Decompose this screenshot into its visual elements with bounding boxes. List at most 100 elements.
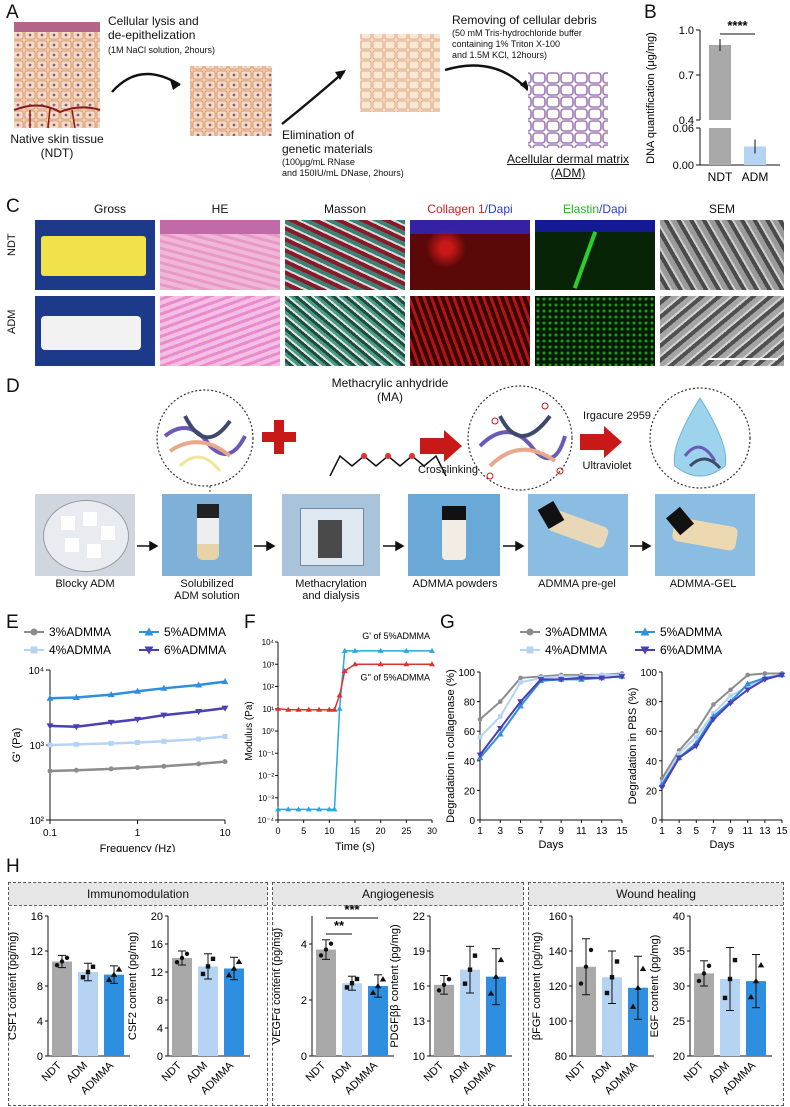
bar — [602, 977, 622, 1056]
data-point — [160, 684, 168, 691]
x-tick-label: 5 — [301, 826, 306, 836]
data-point — [496, 725, 504, 732]
data-point — [210, 956, 216, 962]
x-tick-label: 11 — [576, 826, 587, 837]
data-point — [221, 705, 229, 712]
data-point — [377, 647, 384, 653]
y-tick-label: 2 — [301, 995, 307, 1007]
y-tick-label: 13 — [413, 1016, 425, 1028]
y-tick-label: 10⁻³ — [258, 794, 274, 803]
collagen-label: Collagen 1 — [427, 202, 485, 216]
panel-c-label: C — [6, 196, 20, 217]
y-tick-label: 25 — [673, 1016, 685, 1028]
data-point — [728, 687, 733, 693]
panel-f: F 10⁻⁴ 10⁻³ 10⁻² 10⁻¹ 10⁰ 10¹ 10² 10³ 10⁴ 0 5 10 15 2… — [240, 612, 440, 852]
y-tick-label: 80 — [464, 698, 476, 709]
data-point — [323, 947, 329, 952]
y-tick-label: 0 — [469, 816, 475, 827]
he-adm-image — [160, 296, 280, 366]
data-point — [352, 661, 358, 667]
series-line — [661, 672, 782, 780]
x-tick-label: 1 — [135, 828, 141, 839]
data-point — [108, 740, 114, 746]
legend-marker — [144, 627, 154, 636]
data-point — [46, 723, 54, 730]
data-point — [497, 714, 503, 719]
significance-label: **** — [727, 18, 748, 33]
y-tick-label: 0.00 — [673, 160, 694, 172]
bar — [78, 972, 98, 1056]
step-gel: ADMMA-GEL — [669, 578, 737, 590]
y-axis-title: Degradation in collagenase (%) — [445, 669, 457, 822]
data-point — [134, 687, 141, 694]
collagen-ndt-image — [410, 220, 530, 290]
panel-f-label: F — [244, 612, 256, 633]
y-tick-label: 16 — [31, 911, 43, 923]
data-point — [778, 672, 786, 679]
y-tick-label: 160 — [549, 911, 567, 923]
collagen-adm-image — [410, 296, 530, 366]
data-point — [72, 724, 80, 731]
y-tick-label: 0 — [37, 1051, 43, 1063]
y-tick-label: 10² — [30, 816, 45, 827]
powders-photo — [408, 494, 500, 576]
data-point — [693, 734, 699, 740]
significance-label: ** — [334, 918, 345, 933]
data-point — [492, 973, 500, 979]
data-point — [305, 706, 312, 712]
data-point — [722, 995, 728, 1001]
bar — [104, 974, 124, 1056]
x-axis-title: Days — [709, 839, 735, 851]
legend-marker — [640, 646, 650, 655]
data-point — [316, 806, 323, 812]
y-tick-label: 10³ — [262, 660, 274, 669]
data-point — [732, 957, 738, 963]
y-tick-label: 20 — [151, 911, 163, 923]
y-tick-label: 0 — [301, 1051, 307, 1063]
x-tick-label: 0.1 — [43, 828, 57, 839]
data-point — [727, 700, 734, 707]
data-point — [275, 705, 281, 711]
irgacure-label: Irgacure 2959 — [583, 410, 651, 422]
legend-marker — [30, 628, 38, 636]
y-tick-label: 40 — [464, 757, 476, 768]
y-tick-label: 8 — [157, 995, 163, 1007]
data-point — [518, 680, 523, 685]
data-point — [326, 706, 333, 712]
bar — [460, 969, 480, 1056]
data-point — [305, 806, 312, 812]
bar — [172, 958, 192, 1056]
data-point — [85, 969, 91, 975]
x-tick-label: NDT — [160, 1059, 185, 1084]
data-point — [598, 675, 606, 682]
panel-a-diagram — [13, 22, 608, 148]
methacrylation-photo — [282, 494, 380, 576]
gel-photo — [655, 494, 755, 576]
data-point — [225, 972, 233, 978]
blocky-adm-photo — [35, 494, 135, 576]
data-point — [639, 965, 647, 972]
group-immunomodulation: Immunomodulation — [8, 882, 268, 1106]
panel-b: B 1.0 0.7 0.4 0.06 0.00 DNA quantification (μ… — [640, 0, 790, 195]
step1-detail: (1M NaCl solution, 2hours) — [108, 45, 216, 55]
step-solubilized: Solubilized ADM solution — [174, 578, 240, 602]
x-tick-label: 9 — [558, 826, 564, 837]
panel-e: E 3%ADMMA 5%ADMMA 4%ADMMA 6%ADMMA 10² 10³ 10⁴ 0… — [0, 612, 240, 852]
data-point — [135, 739, 140, 745]
data-point — [745, 672, 751, 678]
data-point — [446, 977, 452, 982]
data-point — [728, 693, 733, 698]
y-tick-label: 20 — [464, 786, 476, 797]
y-tick-label: 0 — [651, 816, 657, 827]
y-axis-title: PDGFββ content (pg/mg) — [389, 924, 401, 1047]
data-point — [174, 960, 180, 965]
x-axis-title: Frequency (Hz) — [100, 843, 176, 852]
sem-ndt-image — [660, 220, 784, 290]
data-point — [477, 734, 483, 740]
step2-title: Elimination of genetic materials — [282, 128, 373, 156]
y-tick-label: 10⁴ — [262, 638, 275, 647]
data-point — [614, 959, 620, 964]
collagen-dapi-label: /Dapi — [484, 202, 513, 216]
step-powders: ADMMA powders — [412, 578, 498, 590]
adm-caption: Acellular dermal matrix (ADM) — [506, 152, 630, 180]
